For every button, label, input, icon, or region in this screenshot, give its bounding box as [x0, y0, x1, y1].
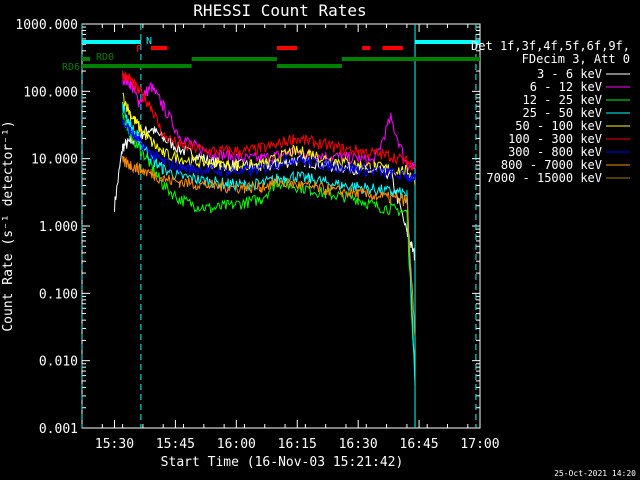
status-bars: NF RD0 RD6 [62, 36, 480, 73]
x-tick-label: 16:15 [278, 437, 317, 452]
timestamp: 25-Oct-2021 14:20 [554, 469, 636, 478]
status-bar-segment [362, 46, 371, 50]
status-bar-segment [341, 57, 480, 61]
status-bar-label: RD0 [96, 52, 114, 63]
x-tick-label: 16:00 [217, 437, 256, 452]
legend-entry-label: 100 - 300 keV [508, 132, 602, 146]
x-tick-label: 17:00 [460, 437, 499, 452]
series-line [122, 101, 416, 387]
status-bar-segment [151, 46, 168, 50]
y-axis-label: Count Rate (s⁻¹ detector⁻¹) [1, 120, 16, 331]
status-bar-segment [382, 46, 403, 50]
status-bar-segment [82, 64, 192, 68]
legend-entry-label: 50 - 100 keV [515, 119, 602, 133]
status-bar-segment [415, 40, 480, 44]
y-tick-label: 10.000 [31, 153, 78, 168]
legend-entry-label: 25 - 50 keV [523, 106, 602, 120]
legend-header: Det 1f,3f,4f,5f,6f,9f, [471, 39, 630, 53]
legend-entry-label: 3 - 6 keV [537, 67, 602, 81]
status-bar-segment [276, 64, 342, 68]
status-bar-segment [82, 57, 91, 61]
x-axis-label: Start Time (16-Nov-03 15:21:42) [161, 455, 404, 470]
status-bar-segment [276, 46, 298, 50]
status-bar-segment [82, 40, 141, 44]
x-tick-label: 16:30 [339, 437, 378, 452]
status-bar-label: N [146, 36, 152, 47]
data-series [114, 70, 416, 387]
chart-title: RHESSI Count Rates [193, 1, 366, 20]
y-tick-label: 0.001 [39, 422, 78, 437]
status-bar-segment [191, 57, 277, 61]
status-bar-label: F [136, 44, 142, 55]
legend-header: FDecim 3, Att 0 [522, 52, 630, 66]
series-line [122, 92, 416, 185]
series-line [122, 70, 416, 172]
y-tick-label: 1000.000 [15, 18, 78, 33]
status-bar-label: RD6 [62, 62, 80, 73]
legend: Det 1f,3f,4f,5f,6f,9f,FDecim 3, Att 03 -… [471, 39, 630, 185]
legend-entry-label: 800 - 7000 keV [501, 158, 602, 172]
series-line [122, 155, 416, 337]
series-line [122, 118, 416, 183]
x-tick-label: 16:45 [400, 437, 439, 452]
y-tick-labels: 0.001 0.010 0.100 1.000 10.000 100.000 1000.00… [15, 18, 78, 437]
vertical-markers [81, 24, 477, 428]
x-tick-labels: 15:30 15:45 16:00 16:15 16:30 16:45 17:00 [95, 437, 500, 452]
legend-entry-label: 12 - 25 keV [523, 93, 602, 107]
series-line [122, 72, 416, 172]
axis-ticks [81, 23, 481, 429]
legend-entry-label: 7000 - 15000 keV [486, 171, 602, 185]
legend-entry-label: 300 - 800 keV [508, 145, 602, 159]
x-tick-label: 15:45 [156, 437, 195, 452]
x-tick-label: 15:30 [95, 437, 134, 452]
y-tick-label: 0.100 [39, 287, 78, 302]
y-tick-label: 100.000 [23, 85, 78, 100]
y-tick-label: 1.000 [39, 220, 78, 235]
legend-entry-label: 6 - 12 keV [530, 80, 602, 94]
y-tick-label: 0.010 [39, 355, 78, 370]
